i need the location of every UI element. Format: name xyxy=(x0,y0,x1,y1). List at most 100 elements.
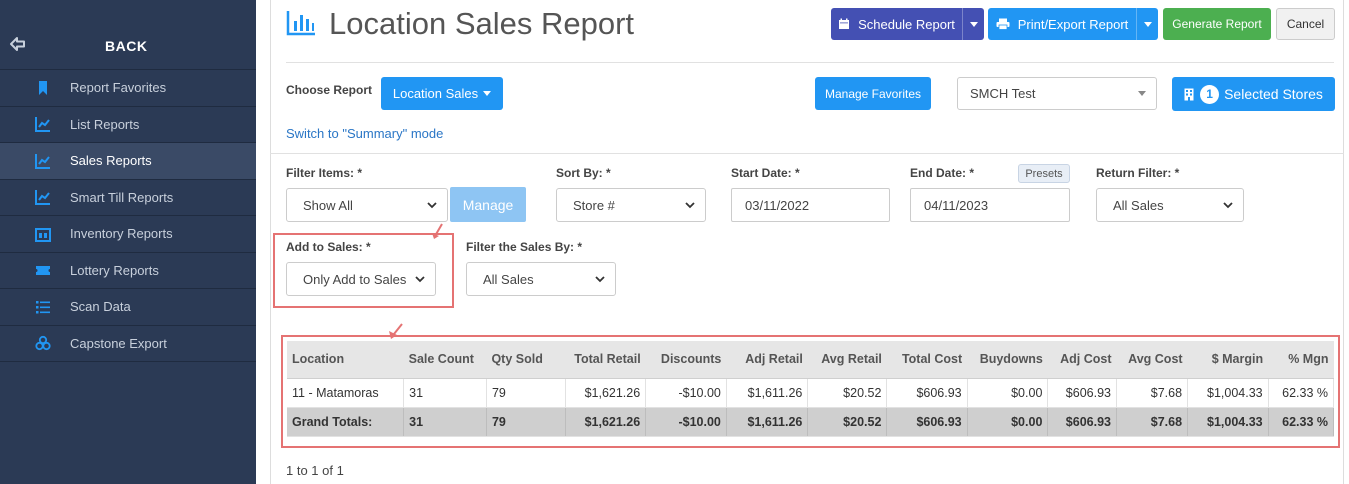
annotation-arrow-icon xyxy=(432,223,443,239)
sidebar-item-capstone-export[interactable]: Capstone Export xyxy=(0,326,256,362)
column-header[interactable]: Adj Cost xyxy=(1047,341,1117,379)
presets-button[interactable]: Presets xyxy=(1018,164,1070,183)
table-cell: $606.93 xyxy=(1047,378,1117,408)
return-filter-select[interactable]: All Sales xyxy=(1096,188,1244,222)
sort-by-label: Sort By: * xyxy=(556,166,611,180)
choose-report-dropdown[interactable]: Location Sales xyxy=(381,77,503,110)
end-date-input[interactable]: 04/11/2023 xyxy=(910,188,1070,222)
table-header-row: Location Sale Count Qty Sold Total Retai… xyxy=(287,341,1334,379)
totals-cell: $1,621.26 xyxy=(565,407,647,437)
choose-report-label: Choose Report xyxy=(286,83,373,97)
sidebar-item-list-reports[interactable]: List Reports xyxy=(0,107,256,143)
sidebar-item-label: Sales Reports xyxy=(70,153,152,169)
line-chart-icon xyxy=(34,189,52,206)
totals-cell: $1,004.33 xyxy=(1187,407,1269,437)
calendar-icon xyxy=(838,18,850,30)
column-header[interactable]: Discounts xyxy=(645,341,727,379)
totals-cell: $7.68 xyxy=(1116,407,1189,437)
section-divider xyxy=(270,153,1344,154)
back-button[interactable]: BACK xyxy=(0,0,256,70)
caret-down-icon xyxy=(1138,91,1146,96)
cancel-button[interactable]: Cancel xyxy=(1276,8,1335,40)
manage-favorites-button[interactable]: Manage Favorites xyxy=(815,77,931,110)
print-dropdown-toggle[interactable] xyxy=(1136,8,1158,40)
add-to-sales-select[interactable]: Only Add to Sales xyxy=(286,262,436,296)
column-header[interactable]: Total Retail xyxy=(565,341,646,379)
main-panel xyxy=(270,0,1344,484)
column-header[interactable]: Avg Retail xyxy=(807,341,887,379)
sidebar-item-label: Lottery Reports xyxy=(70,262,159,278)
line-chart-icon xyxy=(34,116,52,133)
start-date-label: Start Date: * xyxy=(731,166,800,180)
selected-stores-count: 1 xyxy=(1200,84,1220,104)
inventory-icon xyxy=(34,226,52,242)
filter-items-select[interactable]: Show All xyxy=(286,188,448,222)
column-header[interactable]: Buydowns xyxy=(967,341,1048,379)
filter-items-value: Show All xyxy=(303,197,353,213)
table-cell: $1,611.26 xyxy=(726,378,809,408)
sidebar-item-inventory-reports[interactable]: Inventory Reports xyxy=(0,216,256,253)
store-group-select[interactable]: SMCH Test xyxy=(957,77,1157,110)
table-cell: $20.52 xyxy=(807,378,888,408)
sort-by-value: Store # xyxy=(573,197,615,213)
table-row: 11 - Matamoras 31 79 $1,621.26 -$10.00 $… xyxy=(287,378,1335,408)
table-cell: $1,004.33 xyxy=(1187,378,1269,408)
start-date-input[interactable]: 03/11/2022 xyxy=(731,188,890,222)
column-header[interactable]: $ Margin xyxy=(1187,341,1269,379)
totals-cell: $606.93 xyxy=(886,407,968,437)
sidebar-item-label: Inventory Reports xyxy=(70,226,173,242)
totals-cell: $1,611.26 xyxy=(726,407,809,437)
add-to-sales-label: Add to Sales: * xyxy=(286,240,371,254)
print-export-button[interactable]: Print/Export Report xyxy=(988,8,1158,40)
column-header[interactable]: Location xyxy=(287,341,404,379)
table-cell: $606.93 xyxy=(886,378,968,408)
sidebar-item-sales-reports[interactable]: Sales Reports xyxy=(0,143,256,180)
sidebar: BACK Report Favorites List Reports Sales… xyxy=(0,0,256,484)
return-filter-label: Return Filter: * xyxy=(1096,166,1180,180)
selected-stores-label: Selected Stores xyxy=(1224,86,1323,102)
sidebar-item-scan-data[interactable]: Scan Data xyxy=(0,289,256,326)
sidebar-item-lottery-reports[interactable]: Lottery Reports xyxy=(0,253,256,289)
bar-chart-icon xyxy=(286,10,316,36)
sidebar-item-report-favorites[interactable]: Report Favorites xyxy=(0,70,256,107)
totals-cell: 31 xyxy=(403,407,487,437)
caret-down-icon xyxy=(969,21,978,27)
sidebar-item-label: List Reports xyxy=(70,116,140,132)
column-header[interactable]: Sale Count xyxy=(403,341,487,379)
end-date-label: End Date: * xyxy=(910,166,975,180)
chevron-down-icon xyxy=(415,276,425,283)
column-header[interactable]: Avg Cost xyxy=(1116,341,1188,379)
annotation-arrow-icon xyxy=(389,323,403,339)
sort-by-select[interactable]: Store # xyxy=(556,188,706,222)
manage-filter-button[interactable]: Manage xyxy=(450,187,526,222)
sidebar-item-label: Scan Data xyxy=(70,299,131,315)
chevron-down-icon xyxy=(595,276,605,283)
sidebar-item-label: Smart Till Reports xyxy=(70,189,174,205)
sidebar-item-label: Report Favorites xyxy=(70,80,167,96)
header-divider xyxy=(286,62,1334,63)
selected-stores-button[interactable]: 1 Selected Stores xyxy=(1172,77,1335,111)
table-cell: $1,621.26 xyxy=(565,378,647,408)
table-cell: $7.68 xyxy=(1116,378,1189,408)
report-table: Location Sale Count Qty Sold Total Retai… xyxy=(287,341,1335,437)
column-header[interactable]: Total Cost xyxy=(886,341,968,379)
schedule-dropdown-toggle[interactable] xyxy=(962,8,984,40)
sidebar-item-smart-till-reports[interactable]: Smart Till Reports xyxy=(0,180,256,216)
summary-mode-link[interactable]: Switch to "Summary" mode xyxy=(286,126,444,141)
column-header[interactable]: Adj Retail xyxy=(726,341,808,379)
totals-cell: $606.93 xyxy=(1047,407,1117,437)
back-arrow-icon xyxy=(8,34,28,54)
generate-report-button[interactable]: Generate Report xyxy=(1163,8,1271,40)
print-export-label: Print/Export Report xyxy=(1017,16,1129,32)
column-header[interactable]: % Mgn xyxy=(1268,341,1334,379)
filter-sales-by-label: Filter the Sales By: * xyxy=(466,240,583,254)
page-title: Location Sales Report xyxy=(329,6,635,41)
chevron-down-icon xyxy=(685,202,695,209)
filter-sales-by-select[interactable]: All Sales xyxy=(466,262,616,296)
table-cell: 11 - Matamoras xyxy=(287,378,405,408)
return-filter-value: All Sales xyxy=(1113,197,1164,213)
schedule-report-button[interactable]: Schedule Report xyxy=(831,8,984,40)
caret-down-icon xyxy=(483,91,492,96)
column-header[interactable]: Qty Sold xyxy=(486,341,566,379)
pagination-summary: 1 to 1 of 1 xyxy=(286,463,344,478)
